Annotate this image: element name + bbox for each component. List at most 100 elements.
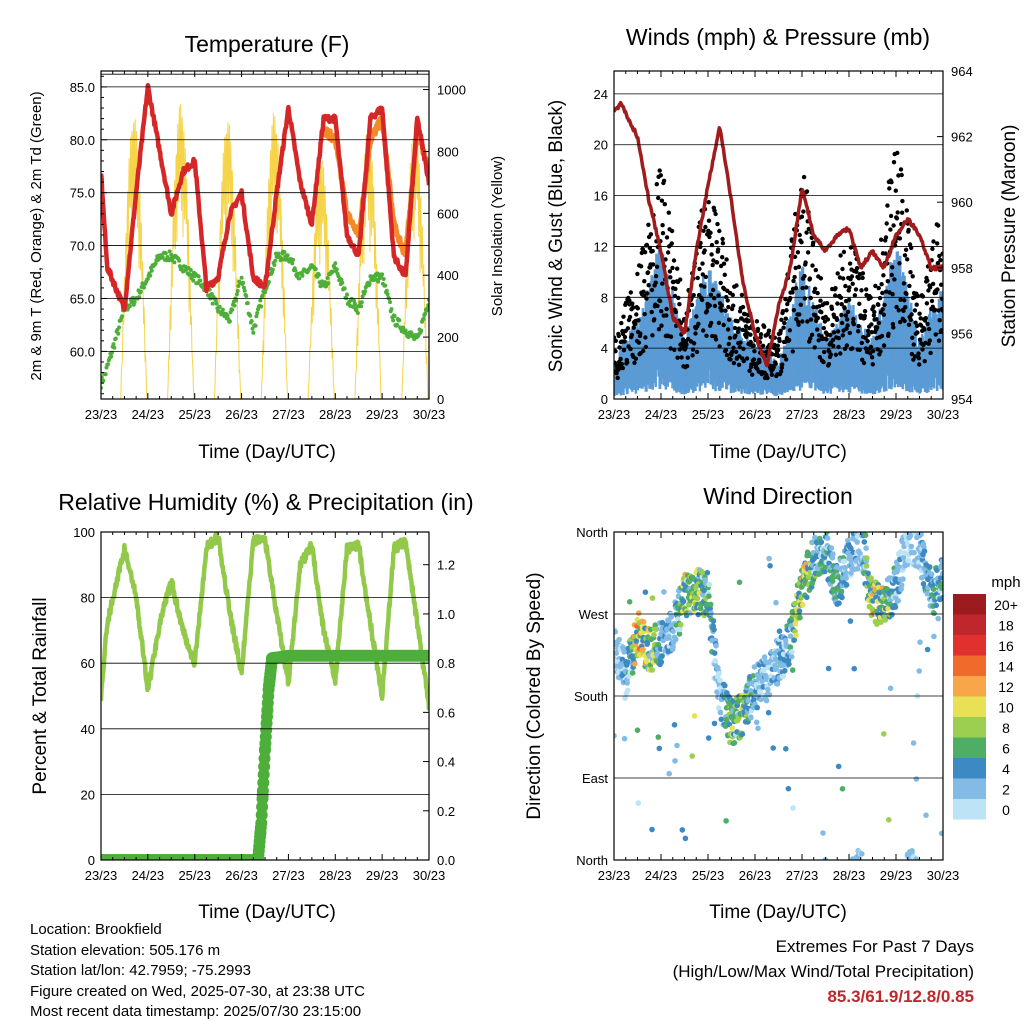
gust-point: [847, 330, 852, 336]
gust-point: [888, 213, 894, 219]
gust-point: [710, 287, 716, 293]
gust-point: [927, 338, 932, 343]
dewpoint-point: [333, 261, 338, 266]
wind-direction-point: [672, 758, 678, 764]
y-tick-label: 16: [594, 189, 608, 204]
gust-point: [816, 338, 821, 343]
gust-point: [659, 309, 664, 314]
gust-point: [653, 280, 658, 285]
gust-point: [860, 357, 865, 362]
gust-point: [649, 309, 654, 315]
x-tick-label: 25/23: [178, 868, 211, 883]
gust-point: [899, 210, 905, 215]
gust-point: [896, 173, 901, 178]
gust-point: [880, 290, 885, 296]
dewpoint-point: [258, 298, 263, 303]
gust-point: [812, 286, 818, 291]
gust-point: [675, 266, 680, 271]
gust-point: [881, 312, 886, 317]
gust-point: [907, 242, 913, 247]
y2-tick-label: 956: [951, 326, 973, 341]
plot-frame: [613, 70, 944, 400]
rh-xlabel: Time (Day/UTC): [198, 902, 336, 923]
gust-point: [799, 214, 805, 219]
wind-direction-point: [649, 595, 656, 601]
dewpoint-point: [425, 306, 429, 311]
gust-point: [625, 360, 630, 365]
gust-point: [908, 270, 913, 275]
gust-point: [669, 228, 675, 234]
wind-direction-point: [717, 709, 724, 716]
gust-point: [922, 327, 927, 332]
wind-direction-point: [839, 786, 846, 792]
gust-point: [797, 312, 802, 317]
gust-point: [675, 355, 680, 360]
wind-direction-point: [838, 588, 845, 595]
dewpoint-point: [285, 253, 290, 258]
gust-point: [671, 279, 676, 285]
dewpoint-point: [142, 285, 146, 290]
gust-point: [860, 271, 866, 276]
gust-point: [741, 346, 746, 352]
wind-direction-point: [782, 637, 789, 644]
wind-direction-point: [931, 610, 937, 617]
gust-point: [830, 322, 835, 328]
solar-ylabel: Solar Insolation (Yellow): [489, 156, 506, 316]
gust-point: [726, 304, 731, 310]
wind-direction-point: [634, 727, 641, 733]
wind-direction-point: [780, 662, 786, 668]
gust-point: [784, 308, 789, 313]
gust-point: [850, 281, 855, 286]
wind-direction-point: [614, 650, 620, 656]
gust-point: [751, 357, 757, 362]
plot-area: [101, 82, 429, 399]
y-tick-label: 0: [88, 853, 95, 868]
gust-point: [801, 174, 807, 180]
gust-point: [659, 198, 665, 203]
gust-point: [738, 340, 743, 345]
wind-direction-point: [763, 697, 770, 704]
gust-point: [804, 285, 809, 290]
gust-point: [700, 272, 705, 277]
dewpoint-point: [419, 328, 424, 333]
gust-point: [650, 333, 655, 338]
dewpoint-point: [376, 279, 381, 284]
y-tick-label: 100: [73, 525, 95, 540]
gust-point: [709, 320, 714, 326]
gust-point: [621, 348, 627, 353]
colorbar-swatch: [953, 758, 986, 779]
gust-point: [856, 329, 861, 334]
x-tick-label: 27/23: [272, 407, 305, 422]
gust-point: [627, 314, 633, 320]
y-tick-label: 80: [81, 591, 95, 606]
wind-direction-point: [649, 826, 655, 833]
dewpoint-point: [101, 375, 104, 380]
wind-direction-point: [843, 575, 849, 581]
y-tick-label: 60: [81, 656, 95, 671]
wind-direction-point: [859, 851, 865, 857]
colorbar-swatch: [953, 655, 986, 676]
wind-direction-point: [933, 602, 939, 609]
dewpoint-point: [242, 288, 247, 293]
gust-point: [765, 375, 770, 381]
gust-point: [808, 317, 814, 322]
x-tick-label: 30/23: [413, 868, 446, 883]
gust-point: [849, 274, 855, 279]
wind-direction-point: [785, 785, 792, 792]
gust-point: [706, 218, 712, 223]
x-tick-label: 29/23: [366, 868, 399, 883]
wind-direction-point: [614, 732, 617, 739]
gust-point: [735, 319, 740, 324]
solar-insolation-line: [101, 103, 429, 399]
wind-direction-point: [818, 539, 825, 545]
dewpoint-point: [381, 277, 386, 281]
x-tick-label: 23/23: [85, 868, 118, 883]
wind-direction-point: [675, 616, 681, 622]
plot-area: [614, 532, 943, 860]
gust-point: [698, 283, 704, 288]
gust-point: [825, 317, 831, 322]
gust-point: [811, 305, 816, 310]
gust-point: [924, 301, 930, 306]
dewpoint-point: [392, 314, 397, 318]
gust-point: [669, 241, 674, 246]
